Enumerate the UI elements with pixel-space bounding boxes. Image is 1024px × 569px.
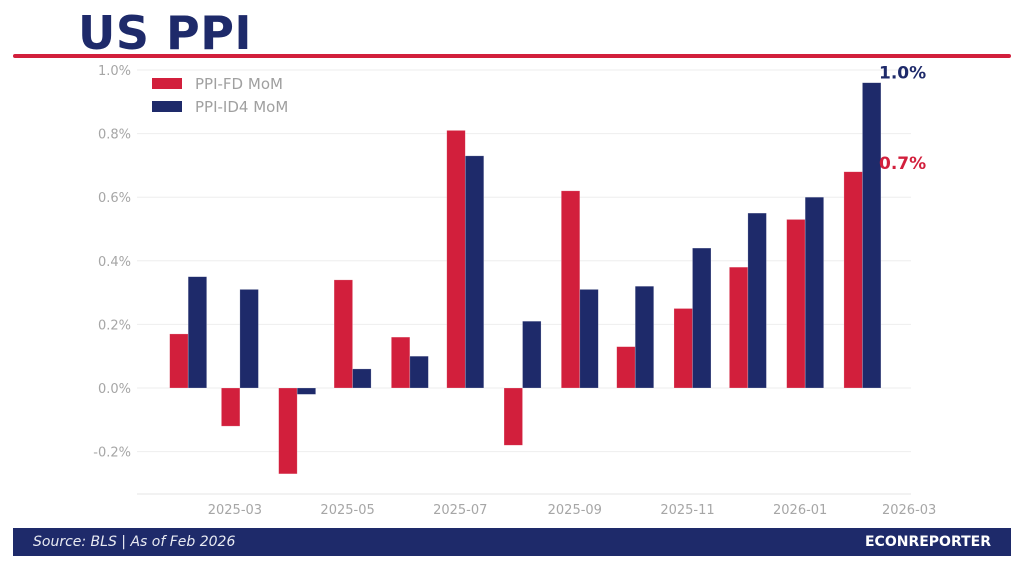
end-labels: 1.0% 0.7% <box>879 64 926 174</box>
bar-ppi-fd <box>843 171 863 389</box>
bar-ppi-fd <box>221 387 241 427</box>
y-tick-label: 0.2% <box>98 318 131 333</box>
bar-ppi-fd <box>786 219 806 389</box>
bar-ppi-fd <box>560 190 581 389</box>
source-note: Source: BLS | As of Feb 2026 <box>33 534 236 550</box>
x-tick-label: 2025-09 <box>548 503 602 518</box>
bar-ppi-fd <box>729 266 749 389</box>
y-tick-label: 0.8% <box>98 128 131 143</box>
bar-ppi-fd <box>278 387 298 475</box>
brand-logo: ECONREPORTER <box>864 534 991 550</box>
bar-ppi-id4 <box>804 196 824 389</box>
bar-ppi-id4 <box>187 276 207 389</box>
title-underline <box>13 54 1011 58</box>
bar-ppi-id4 <box>352 368 372 389</box>
legend: PPI-FD MoM PPI-ID4 MoM <box>152 75 288 116</box>
bar-ppi-fd <box>391 336 411 389</box>
bar-ppi-fd <box>446 130 466 389</box>
bar-ppi-id4 <box>464 155 485 389</box>
x-tick-label: 2025-11 <box>660 503 714 518</box>
bar-ppi-id4 <box>239 289 259 389</box>
bar-ppi-fd <box>169 333 189 389</box>
y-tick-label: 0.4% <box>98 255 131 270</box>
bar-ppi-id4 <box>862 82 882 389</box>
legend-swatch <box>152 78 182 89</box>
bar-ppi-id4 <box>522 320 542 389</box>
bar-ppi-fd <box>333 279 353 389</box>
bar-ppi-fd <box>503 387 523 446</box>
y-tick-label: 1.0% <box>98 64 131 79</box>
x-tick-label: 2026-03 <box>882 503 936 518</box>
legend-swatch <box>152 101 182 112</box>
x-tick-label: 2025-07 <box>433 503 487 518</box>
bar-ppi-id4 <box>409 355 429 389</box>
bar-ppi-fd <box>616 346 636 389</box>
y-tick-label: -0.2% <box>93 446 131 461</box>
y-tick-label: 0.0% <box>98 382 131 397</box>
x-axis-ticks: 2025-03 2025-05 2025-07 2025-09 2025-11 2026-… <box>208 503 937 518</box>
y-tick-label: 0.6% <box>98 191 131 206</box>
legend-label: PPI-ID4 MoM <box>195 98 288 116</box>
bar-ppi-id4 <box>296 387 316 395</box>
bar-ppi-id4 <box>579 289 599 389</box>
x-tick-label: 2025-05 <box>320 503 374 518</box>
gridlines <box>137 69 911 495</box>
bar-ppi-fd <box>673 308 693 389</box>
bar-ppi-id4 <box>747 212 767 389</box>
footer-bar: Source: BLS | As of Feb 2026 ECONREPORTE… <box>13 528 1011 556</box>
legend-label: PPI-FD MoM <box>195 75 283 93</box>
x-tick-label: 2026-01 <box>773 503 827 518</box>
bar-ppi-id4 <box>634 285 655 389</box>
page-title: US PPI <box>78 6 253 60</box>
bars <box>169 82 882 475</box>
end-value-label: 1.0% <box>879 64 926 84</box>
y-axis-ticks: -0.2% 0.0% 0.2% 0.4% 0.6% 0.8% 1.0% <box>93 64 131 461</box>
end-value-label: 0.7% <box>879 154 926 174</box>
x-tick-label: 2025-03 <box>208 503 262 518</box>
bar-ppi-id4 <box>692 247 712 389</box>
